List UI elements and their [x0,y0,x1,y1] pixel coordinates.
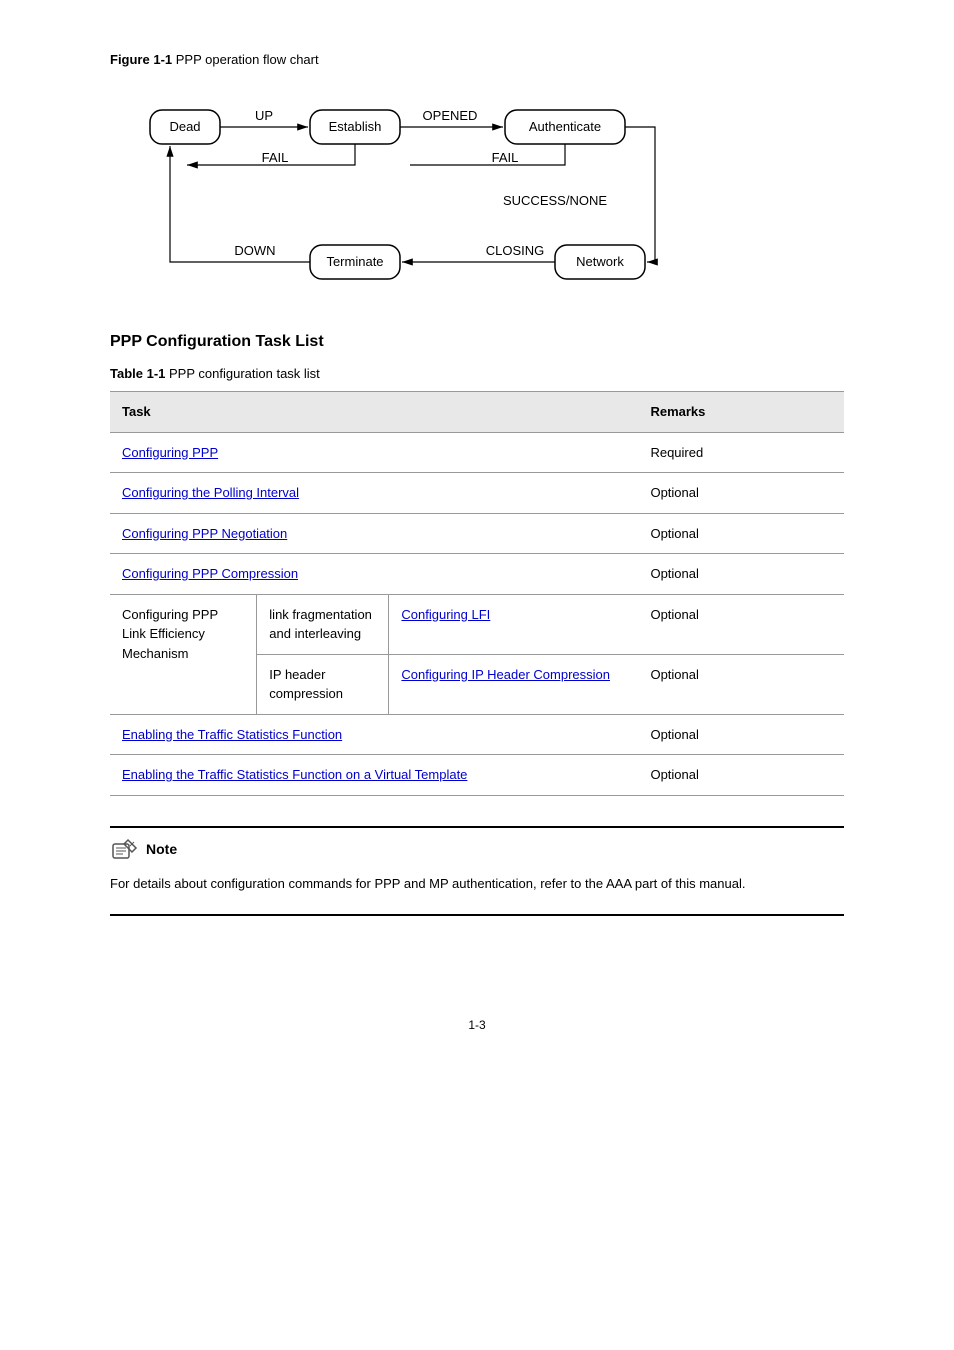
task-cell[interactable]: Configuring PPP [110,432,638,473]
table-row: Configuring the Polling Interval Optiona… [110,473,844,514]
svg-text:SUCCESS/NONE: SUCCESS/NONE [503,193,607,208]
task-sub-cell: link fragmentation and interleaving [257,594,389,654]
task-link-cell[interactable]: Enabling the Traffic Statistics Function [110,714,638,755]
svg-text:FAIL: FAIL [262,150,289,165]
remarks-cell: Optional [638,755,844,796]
figure-label-text: PPP operation flow chart [176,52,319,67]
svg-text:FAIL: FAIL [492,150,519,165]
remarks-cell: Required [638,432,844,473]
table-header-row: Task Remarks [110,392,844,433]
section-heading: PPP Configuration Task List [110,330,844,354]
note-label: Note [146,839,177,860]
note-text: For details about configuration commands… [110,874,844,895]
note-header: Note [110,838,844,862]
svg-text:CLOSING: CLOSING [486,243,545,258]
task-cell[interactable]: Configuring PPP Compression [110,554,638,595]
remarks-cell: Optional [638,554,844,595]
ppp-task-table: Task Remarks Configuring PPP Required Co… [110,391,844,796]
svg-text:Terminate: Terminate [326,254,383,269]
task-link-cell[interactable]: Configuring IP Header Compression [389,654,639,714]
task-group-cell: Configuring PPP Link Efficiency Mechanis… [110,594,257,714]
remarks-cell: Optional [638,594,844,654]
svg-text:Establish: Establish [329,119,382,134]
task-sub-cell: IP header compression [257,654,389,714]
table-caption-text: PPP configuration task list [169,366,320,381]
page-number: 1-3 [110,1016,844,1034]
remarks-cell: Optional [638,473,844,514]
table-row: Configuring PPP Link Efficiency Mechanis… [110,594,844,654]
table-caption: Table 1-1 PPP configuration task list [110,364,844,384]
figure-label: Figure 1-1 PPP operation flow chart [110,50,844,70]
note-icon [110,838,140,862]
svg-text:Authenticate: Authenticate [529,119,601,134]
table-header-task: Task [110,392,638,433]
svg-text:DOWN: DOWN [234,243,275,258]
table-caption-prefix: Table 1-1 [110,366,165,381]
svg-text:Dead: Dead [169,119,200,134]
note-box: Note For details about configuration com… [110,826,844,917]
flowchart-svg: Dead Establish Authenticate Terminate Ne… [110,90,670,300]
task-link-cell[interactable]: Enabling the Traffic Statistics Function… [110,755,638,796]
task-cell[interactable]: Configuring the Polling Interval [110,473,638,514]
table-row: Configuring PPP Compression Optional [110,554,844,595]
table-row: Configuring PPP Required [110,432,844,473]
table-row: Enabling the Traffic Statistics Function… [110,714,844,755]
table-row: Enabling the Traffic Statistics Function… [110,755,844,796]
svg-text:UP: UP [255,108,273,123]
figure-label-prefix: Figure 1-1 [110,52,172,67]
remarks-cell: Optional [638,513,844,554]
ppp-flowchart: Dead Establish Authenticate Terminate Ne… [110,90,844,300]
table-header-remarks: Remarks [638,392,844,433]
table-row: Configuring PPP Negotiation Optional [110,513,844,554]
task-cell[interactable]: Configuring PPP Negotiation [110,513,638,554]
task-link-cell[interactable]: Configuring LFI [389,594,639,654]
remarks-cell: Optional [638,714,844,755]
svg-text:Network: Network [576,254,624,269]
svg-text:OPENED: OPENED [423,108,478,123]
remarks-cell: Optional [638,654,844,714]
